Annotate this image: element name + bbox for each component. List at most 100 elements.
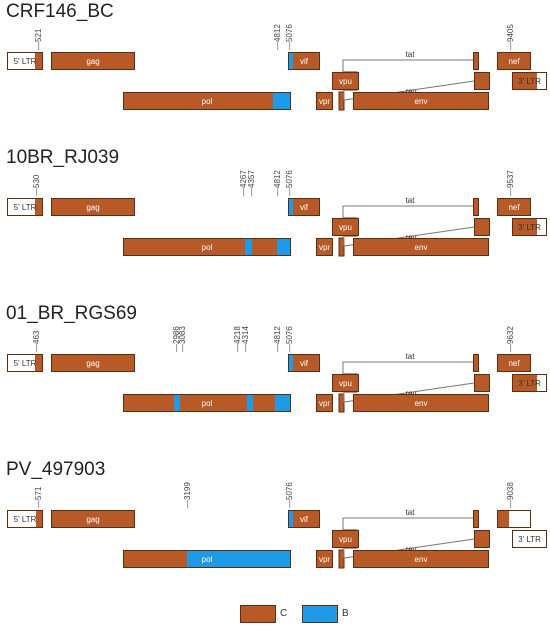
gene-segment [8, 355, 36, 371]
breakpoint-label: —3083 [178, 326, 187, 352]
gene-label: nef [508, 202, 520, 212]
gene-label: vpu [339, 222, 352, 232]
gene-segment [333, 219, 358, 235]
gene-vif: vif [288, 198, 320, 216]
gene-segment [52, 53, 134, 69]
gene-env: env [353, 238, 489, 256]
gene-label: rev [405, 389, 417, 398]
gene-segment [333, 375, 358, 391]
gene-label: 5' LTR [13, 202, 37, 212]
gene-label: 5' LTR [13, 514, 37, 524]
gene-segment [354, 551, 488, 567]
gene-env: env [353, 550, 489, 568]
rev-splice-line [343, 226, 475, 247]
gene-label: pol [201, 96, 213, 106]
gene-label: rev [405, 233, 417, 242]
gene-segment [292, 511, 319, 527]
gene-segment [124, 93, 274, 109]
gene-segment [317, 551, 332, 567]
breakpoint-label: —5076 [285, 326, 294, 352]
gene-5-ltr: 5' LTR [7, 198, 43, 216]
gene-3-ltr: 3' LTR [512, 374, 547, 392]
gene-segment [276, 239, 290, 255]
breakpoint-label: —5076 [285, 170, 294, 196]
gene-env: env [353, 92, 489, 110]
gene-gag: gag [51, 52, 135, 70]
gene-5-ltr: 5' LTR [7, 510, 43, 528]
gene-segment [35, 199, 42, 215]
breakpoint-label: —5076 [285, 482, 294, 508]
gene-label: 5' LTR [13, 56, 37, 66]
gene-segment [245, 239, 252, 255]
gene-label: vpu [339, 534, 352, 544]
gene-vif: vif [288, 510, 320, 528]
gene-label: vpu [339, 378, 352, 388]
gene-segment [35, 355, 42, 371]
breakpoint-label: —9537 [506, 170, 515, 196]
breakpoint-label: —9038 [506, 482, 515, 508]
gene-segment [289, 199, 293, 215]
breakpoint-label: —571 [34, 486, 43, 508]
breakpoint-label: —4357 [247, 170, 256, 196]
panel-title: 10BR_RJ039 [6, 147, 120, 168]
gene-segment [35, 53, 42, 69]
gene-rev [474, 218, 490, 236]
panel-title: 01_BR_RGS69 [6, 303, 137, 324]
gene-segment [475, 219, 489, 235]
gene-pol: pol [123, 238, 291, 256]
breakpoint-label: —9405 [506, 24, 515, 50]
rev-exon1-block [338, 393, 345, 413]
gene-label: vpr [318, 96, 331, 106]
gene-segment [317, 93, 332, 109]
gene-vif: vif [288, 52, 320, 70]
legend-label: C [280, 608, 288, 619]
gene-segment [513, 73, 537, 89]
gene-segment [292, 53, 319, 69]
gene-segment [52, 511, 134, 527]
gene-5-ltr: 5' LTR [7, 52, 43, 70]
gene-vpr: vpr [316, 92, 333, 110]
gene-nef: nef [497, 52, 531, 70]
gene-nef: nef [497, 510, 531, 528]
gene-label: tat [405, 50, 415, 59]
rev-exon1-block [338, 549, 345, 569]
gene-label: tat [405, 196, 415, 205]
gene-segment [253, 395, 276, 411]
gene-segment [124, 395, 174, 411]
gene-segment [475, 531, 489, 547]
gene-tat [473, 52, 479, 70]
gene-segment [474, 199, 478, 215]
gene-label: vif [300, 56, 308, 66]
gene-label: 5' LTR [13, 358, 37, 368]
gene-nef: nef [497, 354, 531, 372]
gene-segment [8, 53, 36, 69]
gene-segment [35, 511, 42, 527]
gene-segment [8, 199, 36, 215]
panel-title: PV_497903 [6, 459, 106, 480]
gene-segment [509, 511, 530, 527]
gene-segment [246, 395, 254, 411]
rev-exon1-block [338, 91, 345, 111]
gene-env: env [353, 394, 489, 412]
gene-label: vpu [339, 76, 352, 86]
gene-tat [473, 354, 479, 372]
gene-label: gag [86, 358, 100, 368]
gene-segment [513, 375, 537, 391]
gene-segment [275, 395, 290, 411]
gene-segment [354, 93, 488, 109]
rev-splice-line [343, 538, 475, 559]
gene-label: tat [405, 352, 415, 361]
gene-pol: pol [123, 394, 291, 412]
gene-rev [474, 530, 490, 548]
gene-segment [173, 395, 181, 411]
gene-segment [474, 355, 478, 371]
gene-vpu: vpu [332, 72, 359, 90]
breakpoint-label: —5076 [285, 24, 294, 50]
gene-vpr: vpr [316, 238, 333, 256]
gene-pol: pol [123, 92, 291, 110]
gene-label: pol [201, 242, 213, 252]
gene-segment [354, 395, 488, 411]
gene-vpu: vpu [332, 374, 359, 392]
gene-segment [536, 219, 546, 235]
